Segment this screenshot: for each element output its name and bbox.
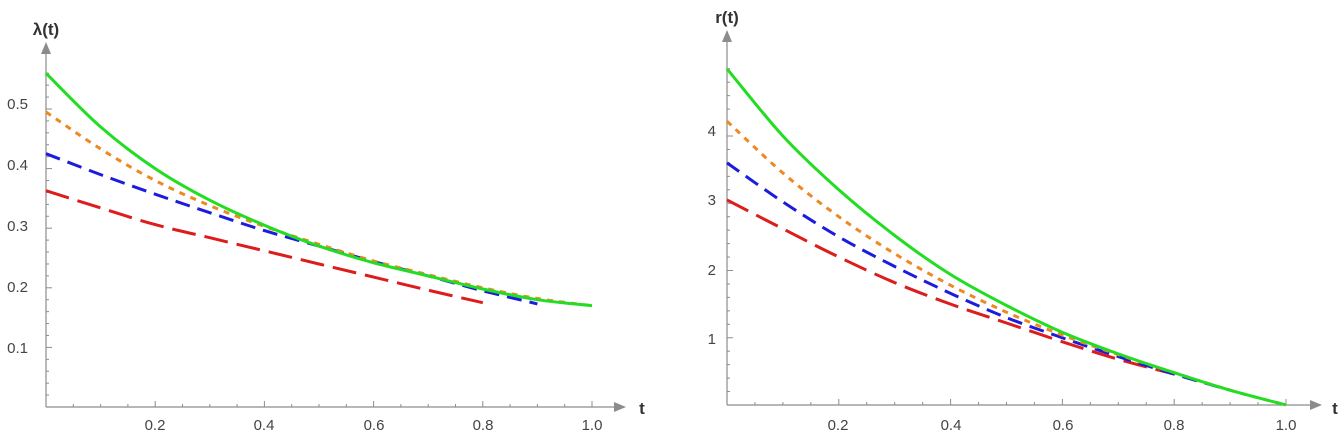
x-tick-label: 0.6 [1053, 417, 1074, 434]
x-tick-label: 0.4 [941, 417, 962, 434]
x-tick-label: 1.0 [1276, 417, 1297, 434]
y-tick-label: 0.3 [7, 218, 28, 235]
x-tick-label: 1.0 [582, 417, 603, 434]
x-axis-label: t [639, 399, 645, 418]
x-tick-label: 0.4 [254, 417, 275, 434]
series-line-4 [44, 72, 593, 308]
x-ticks: 0.2 0.4 0.6 0.8 1.0 [828, 417, 1297, 434]
x-axis-label: t [1332, 399, 1338, 418]
x-tick-label: 0.8 [473, 417, 494, 434]
y-ticks: 0.1 0.2 0.3 0.4 0.5 [7, 96, 28, 357]
series-line-3 [45, 110, 593, 308]
x-tick-label: 0.2 [145, 417, 166, 434]
y-tick-label: 3 [708, 192, 716, 209]
x-tick-label: 0.8 [1164, 417, 1185, 434]
series-line-1 [45, 189, 484, 305]
y-axis-label: r(t) [715, 8, 739, 27]
series-line-2 [45, 152, 538, 306]
lambda-chart-panel: λ(t) t 0.2 0.4 0.6 0.8 1.0 0.1 0.2 0.3 0… [7, 20, 645, 434]
series-line-2 [726, 161, 1231, 392]
y-tick-label: 0.5 [7, 96, 28, 113]
y-tick-label: 0.4 [7, 157, 28, 174]
series-line-1 [726, 198, 1175, 376]
y-tick-label: 1 [708, 331, 716, 348]
y-ticks: 1 2 3 4 [708, 123, 716, 348]
x-ticks: 0.2 0.4 0.6 0.8 1.0 [145, 417, 603, 434]
x-tick-label: 0.2 [828, 417, 849, 434]
y-tick-label: 0.2 [7, 279, 28, 296]
x-tick-label: 0.6 [364, 417, 385, 434]
r-chart-panel: r(t) t 0.2 0.4 0.6 0.8 1.0 1 2 3 4 [708, 8, 1339, 434]
y-tick-label: 4 [708, 123, 716, 140]
series-line-4 [725, 67, 1287, 407]
y-tick-label: 2 [708, 262, 716, 279]
y-axis-label: λ(t) [33, 20, 59, 39]
y-tick-label: 0.1 [7, 340, 28, 357]
